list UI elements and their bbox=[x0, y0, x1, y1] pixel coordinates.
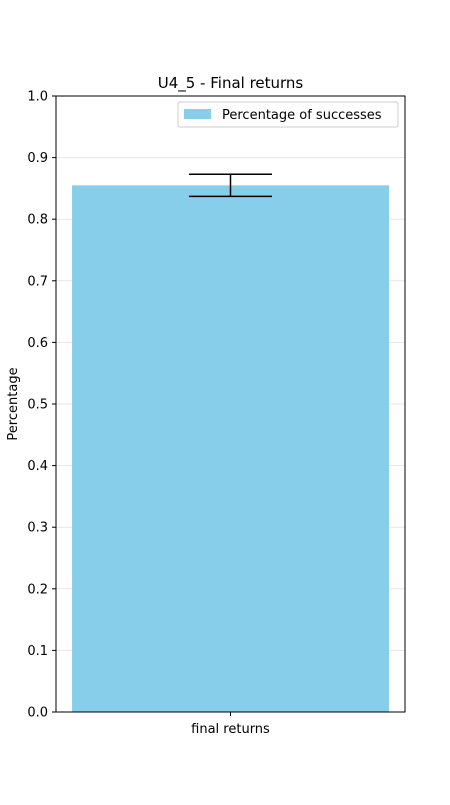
y-tick-label: 0.3 bbox=[27, 521, 48, 536]
error-bar-layer bbox=[189, 173, 272, 198]
x-tick-label: final returns bbox=[191, 722, 270, 737]
y-axis-label: Percentage bbox=[6, 367, 21, 440]
y-tick-label: 0.2 bbox=[27, 582, 48, 597]
legend: Percentage of successes bbox=[177, 101, 399, 128]
y-tick-label: 0.4 bbox=[27, 459, 48, 474]
bar-layer bbox=[72, 185, 389, 712]
y-tick-label: 0.0 bbox=[27, 706, 48, 721]
chart-title: U4_5 - Final returns bbox=[158, 74, 304, 93]
bar bbox=[72, 185, 389, 712]
y-axis-ticks: 0.0 0.1 0.2 0.3 0.4 0.5 0.6 0.7 0.8 0.9 1.0 bbox=[27, 90, 56, 721]
y-tick-label: 0.9 bbox=[27, 151, 48, 166]
y-tick-label: 0.8 bbox=[27, 213, 48, 228]
y-tick-label: 0.1 bbox=[27, 644, 48, 659]
y-tick-label: 1.0 bbox=[27, 90, 48, 105]
legend-swatch bbox=[184, 109, 211, 119]
y-tick-label: 0.6 bbox=[27, 336, 48, 351]
legend-label: Percentage of successes bbox=[222, 108, 382, 123]
x-axis-ticks: final returns bbox=[191, 712, 270, 737]
y-tick-label: 0.7 bbox=[27, 274, 48, 289]
y-tick-label: 0.5 bbox=[27, 398, 48, 413]
legend-box bbox=[177, 101, 399, 128]
